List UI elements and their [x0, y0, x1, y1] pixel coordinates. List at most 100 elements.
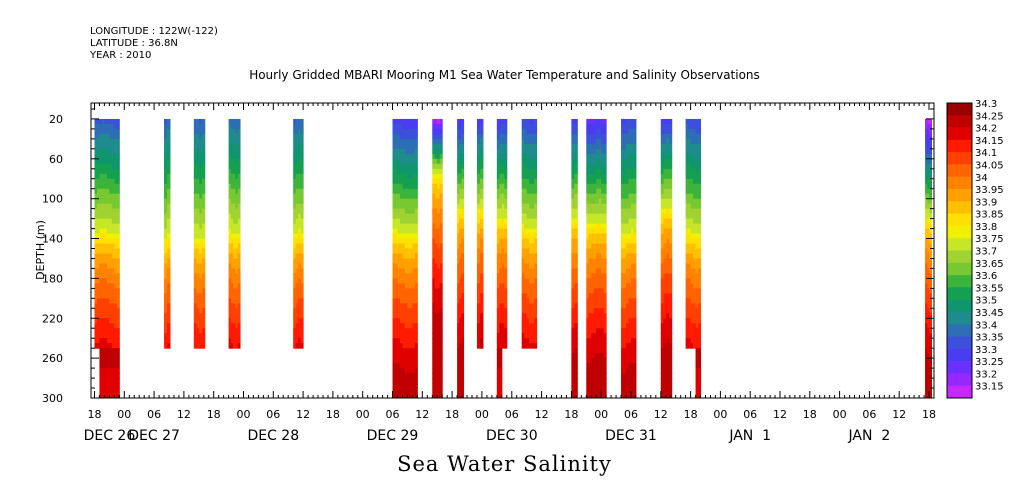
salinity-cell	[399, 153, 403, 160]
salinity-cell	[300, 318, 304, 324]
salinity-cell	[586, 293, 590, 299]
salinity-cell	[534, 263, 538, 269]
salinity-cell	[233, 288, 236, 294]
salinity-cell	[432, 123, 436, 130]
salinity-cell	[929, 303, 933, 309]
salinity-cell	[196, 313, 200, 319]
salinity-cell	[666, 133, 670, 140]
salinity-cell	[663, 268, 667, 274]
salinity-cell	[929, 358, 933, 364]
colorbar-label: 33.6	[975, 271, 997, 282]
salinity-cell	[437, 368, 441, 374]
salinity-cell	[593, 168, 597, 175]
salinity-cell	[588, 168, 592, 175]
salinity-cell	[623, 303, 627, 309]
salinity-cell	[531, 133, 535, 140]
salinity-cell	[96, 343, 100, 349]
salinity-cell	[106, 163, 110, 170]
salinity-cell	[293, 293, 297, 299]
salinity-cell	[404, 148, 408, 155]
salinity-cell	[409, 198, 413, 205]
salinity-cell	[925, 198, 928, 205]
salinity-cell	[521, 243, 525, 249]
salinity-cell	[504, 233, 508, 240]
salinity-cell	[621, 218, 625, 225]
salinity-cell	[531, 208, 535, 215]
salinity-cell	[412, 198, 416, 205]
salinity-cell	[621, 323, 625, 329]
salinity-cell	[114, 178, 118, 185]
y-tick-label: 100	[42, 193, 63, 206]
salinity-cell	[571, 263, 575, 269]
salinity-cell	[534, 203, 538, 210]
salinity-cell	[233, 328, 236, 334]
salinity-cell	[104, 308, 108, 314]
salinity-cell	[293, 188, 297, 195]
salinity-cell	[397, 193, 401, 200]
salinity-cell	[633, 173, 637, 180]
salinity-cell	[479, 228, 484, 235]
salinity-cell	[293, 183, 297, 190]
salinity-cell	[235, 303, 239, 309]
salinity-cell	[499, 193, 503, 200]
salinity-cell	[596, 188, 600, 195]
salinity-cell	[437, 373, 441, 379]
salinity-cell	[593, 158, 597, 165]
salinity-cell	[434, 123, 438, 130]
salinity-cell	[402, 363, 406, 369]
salinity-cell	[531, 178, 535, 185]
salinity-cell	[235, 223, 239, 230]
salinity-cell	[409, 158, 413, 165]
salinity-cell	[414, 288, 418, 294]
salinity-cell	[668, 138, 673, 145]
salinity-cell	[196, 158, 200, 165]
salinity-cell	[591, 203, 595, 210]
salinity-cell	[298, 338, 302, 344]
salinity-cell	[695, 373, 702, 379]
salinity-cell	[496, 333, 500, 339]
salinity-cell	[434, 218, 438, 225]
salinity-cell	[596, 143, 600, 150]
salinity-cell	[574, 138, 578, 145]
salinity-cell	[688, 203, 692, 210]
salinity-cell	[392, 328, 396, 334]
salinity-cell	[300, 123, 304, 130]
salinity-cell	[603, 348, 607, 354]
salinity-cell	[432, 138, 436, 145]
salinity-cell	[114, 118, 118, 125]
salinity-cell	[392, 308, 396, 314]
salinity-cell	[630, 228, 634, 235]
salinity-cell	[230, 343, 234, 349]
salinity-cell	[237, 188, 241, 195]
salinity-cell	[94, 233, 98, 240]
salinity-cell	[499, 153, 503, 160]
data-segment-14	[660, 118, 673, 399]
salinity-cell	[698, 248, 702, 254]
salinity-cell	[399, 263, 403, 269]
salinity-cell	[412, 278, 416, 284]
salinity-cell	[529, 273, 533, 279]
salinity-cell	[633, 123, 637, 130]
salinity-cell	[623, 278, 627, 284]
salinity-cell	[586, 213, 590, 220]
salinity-cell	[439, 303, 443, 309]
salinity-cell	[593, 183, 597, 190]
salinity-cell	[235, 263, 239, 269]
salinity-cell	[501, 198, 505, 205]
salinity-cell	[399, 378, 403, 384]
salinity-cell	[114, 173, 118, 180]
salinity-cell	[633, 223, 637, 230]
salinity-cell	[693, 158, 697, 165]
salinity-cell	[601, 248, 605, 254]
salinity-cell	[591, 213, 595, 220]
salinity-cell	[586, 348, 590, 354]
salinity-cell	[591, 143, 595, 150]
salinity-cell	[524, 153, 528, 160]
salinity-cell	[571, 368, 575, 374]
salinity-cell	[593, 188, 597, 195]
salinity-cell	[626, 203, 629, 210]
salinity-cell	[202, 168, 206, 175]
salinity-cell	[685, 293, 689, 299]
salinity-cell	[925, 263, 928, 269]
salinity-cell	[927, 123, 930, 130]
